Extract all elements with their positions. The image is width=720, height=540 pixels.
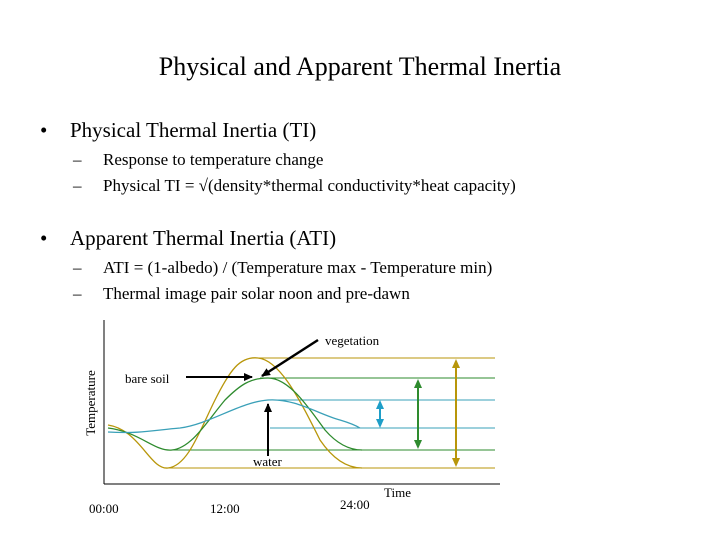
water-label: water (253, 454, 283, 469)
sub-marker: – (73, 150, 82, 169)
bullet-heading: Apparent Thermal Inertia (ATI) (70, 226, 337, 250)
bullet-physical-ti: • Physical Thermal Inertia (TI) (40, 118, 316, 143)
x-tick-label: 00:00 (89, 501, 119, 516)
bare-soil-label: bare soil (125, 371, 170, 386)
y-axis-label: Temperature (83, 370, 98, 436)
bullet-heading: Physical Thermal Inertia (TI) (70, 118, 317, 142)
sub-item-text: Physical TI = √(density*thermal conducti… (103, 176, 516, 195)
sub-item-text: Thermal image pair solar noon and pre-da… (103, 284, 410, 303)
sub-marker: – (73, 284, 82, 303)
slide-title: Physical and Apparent Thermal Inertia (158, 52, 562, 81)
bullet-marker: • (40, 118, 48, 142)
sub-item-text: ATI = (1-albedo) / (Temperature max - Te… (103, 258, 493, 277)
sub-item: – ATI = (1-albedo) / (Temperature max - T… (73, 258, 492, 278)
vegetation-curve (107, 377, 363, 451)
sub-marker: – (73, 258, 82, 277)
x-tick-label: 12:00 (210, 501, 240, 516)
sub-item: – Thermal image pair solar noon and pre-d… (73, 284, 410, 304)
bare-soil-curve (107, 357, 363, 469)
sub-item: – Physical TI = √(density*thermal conduct… (73, 176, 516, 196)
sub-item-text: Response to temperature change (103, 150, 324, 169)
x-axis-label: Time (384, 485, 411, 500)
bullet-marker: • (40, 226, 48, 250)
water-curve (107, 399, 361, 434)
vegetation-pointer-arrow (261, 338, 319, 378)
bullet-apparent-ti: • Apparent Thermal Inertia (ATI) (40, 226, 336, 251)
sub-marker: – (73, 176, 82, 195)
sub-item: – Response to temperature change (73, 150, 323, 170)
x-tick-label: 24:00 (340, 497, 370, 512)
vegetation-label: vegetation (325, 333, 380, 348)
